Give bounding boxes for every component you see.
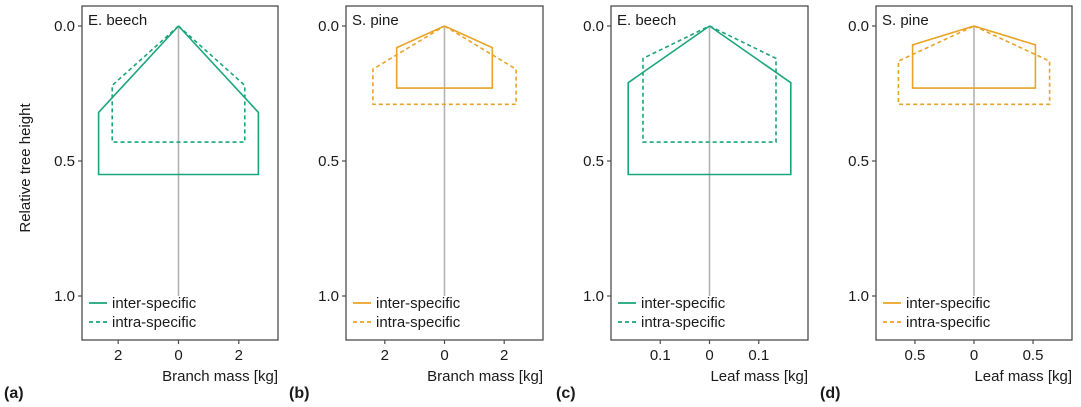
panel-d: 0.0 0.5 1.0 0.5 0 0.5 Leaf mass [kg] S. pine int… (820, 5, 1073, 402)
x-tick-label: 2 (500, 347, 508, 364)
y-tick-label: 0.5 (848, 153, 869, 170)
series-inter-specific (911, 25, 1037, 89)
panel-b: 0.0 0.5 1.0 2 0 2 Branch mass [kg] S. pine inter… (289, 5, 544, 402)
x-tick-label: 0 (440, 347, 448, 364)
y-tick-label: 0.0 (318, 18, 339, 35)
series-intra-specific (372, 25, 517, 106)
species-label: E. beech (617, 12, 676, 29)
y-tick-label: 0.0 (54, 18, 75, 35)
y-axis-title: Relative tree height (17, 103, 34, 233)
series-inter-specific (395, 25, 494, 89)
panel-tag: (a) (4, 385, 24, 402)
y-tick-label: 1.0 (583, 288, 604, 305)
x-axis-title: Branch mass [kg] (427, 368, 543, 385)
species-label: E. beech (88, 12, 147, 29)
x-axis-title: Branch mass [kg] (162, 368, 278, 385)
x-tick-label: 2 (381, 347, 389, 364)
legend-label: inter-specific (112, 295, 197, 312)
x-tick-label: 0.1 (650, 347, 671, 364)
series-inter-specific (627, 25, 792, 176)
panel-tag: (b) (289, 385, 309, 402)
x-axis-title: Leaf mass [kg] (710, 368, 808, 385)
x-tick-label: 0.5 (1023, 347, 1044, 364)
x-tick-label: 2 (114, 347, 122, 364)
series-intra-specific (642, 25, 777, 143)
species-label-bg (878, 8, 940, 30)
y-tick-label: 0.0 (848, 18, 869, 35)
legend-label: inter-specific (906, 295, 991, 312)
y-tick-label: 1.0 (54, 288, 75, 305)
species-label: S. pine (352, 12, 399, 29)
species-label-bg (613, 8, 675, 30)
legend-label: intra-specific (112, 314, 197, 331)
series-intra-specific (111, 25, 246, 143)
x-tick-label: 2 (235, 347, 243, 364)
y-tick-label: 1.0 (848, 288, 869, 305)
legend-label: inter-specific (376, 295, 461, 312)
species-label-bg (348, 8, 410, 30)
legend-label: intra-specific (906, 314, 991, 331)
y-tick-label: 0.5 (318, 153, 339, 170)
y-tick-label: 0.5 (583, 153, 604, 170)
legend-label: inter-specific (641, 295, 726, 312)
plot-frame (81, 5, 279, 341)
x-tick-label: 0 (970, 347, 978, 364)
panel-c: 0.0 0.5 1.0 0.1 0 0.1 Leaf mass [kg] E. beech in… (556, 5, 809, 402)
y-tick-label: 1.0 (318, 288, 339, 305)
y-tick-label: 0.5 (54, 153, 75, 170)
legend-label: intra-specific (376, 314, 461, 331)
x-tick-label: 0.1 (748, 347, 769, 364)
x-tick-label: 0 (174, 347, 182, 364)
y-tick-label: 0.0 (583, 18, 604, 35)
panel-tag: (d) (820, 385, 840, 402)
x-tick-label: 0.5 (905, 347, 926, 364)
panel-a: 0.0 0.5 1.0 2 0 2 Branch mass [kg] E. beech inte… (4, 5, 279, 402)
x-axis-title: Leaf mass [kg] (974, 368, 1072, 385)
x-tick-label: 0 (705, 347, 713, 364)
panel-tag: (c) (556, 385, 576, 402)
species-label-bg (84, 8, 146, 30)
species-label: S. pine (882, 12, 929, 29)
legend-label: intra-specific (641, 314, 726, 331)
